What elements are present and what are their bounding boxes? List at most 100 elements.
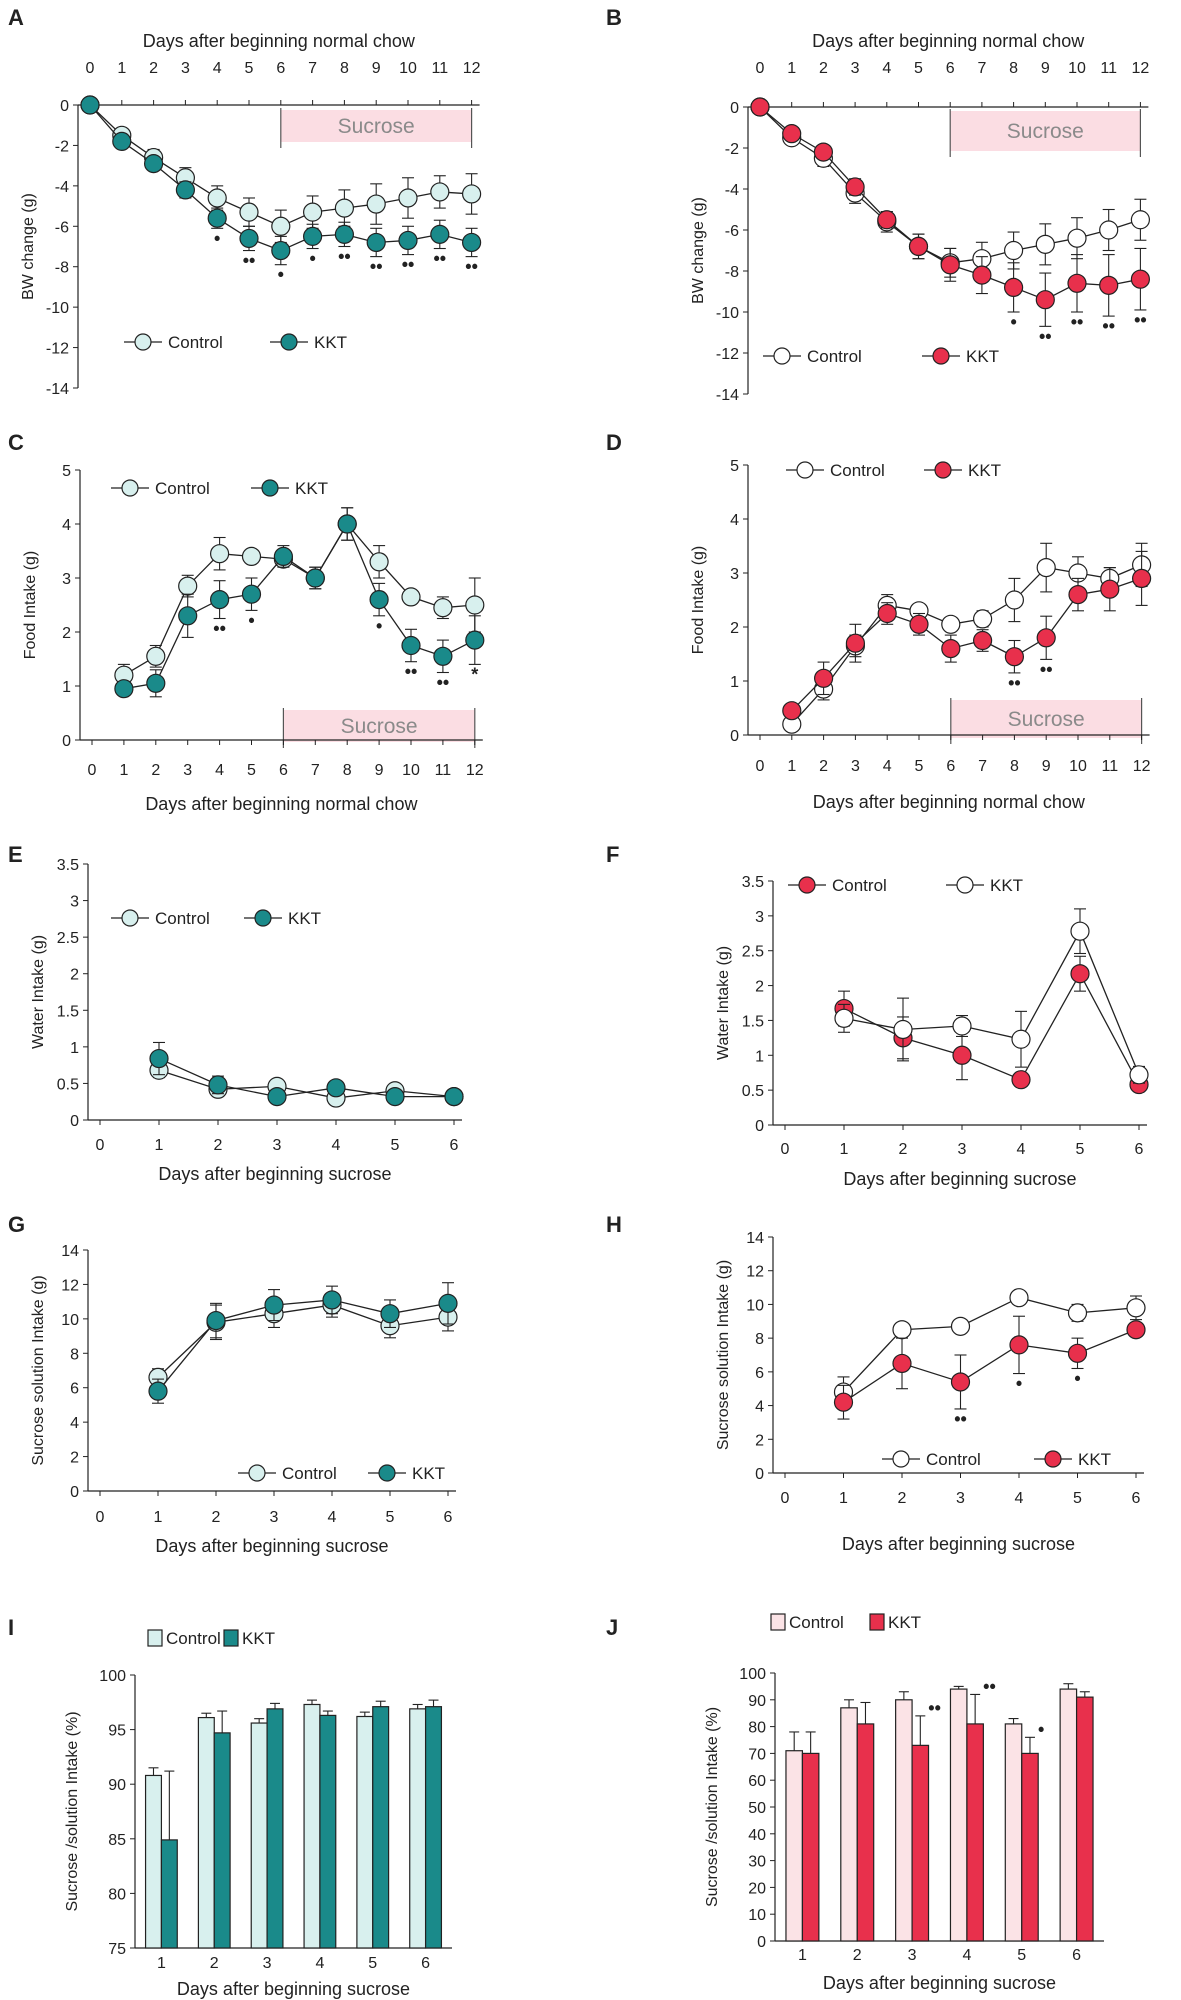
data-point-kkt <box>950 1372 971 1392</box>
data-point-kkt <box>877 210 897 230</box>
y-tick-label: 2 <box>755 979 764 996</box>
x-tick-label: 5 <box>915 758 924 775</box>
significance-mark: •• <box>1102 316 1115 336</box>
panel-letter: C <box>8 430 24 455</box>
y-tick-label: 3.5 <box>57 857 79 874</box>
series-line-control <box>843 1296 1137 1393</box>
legend-label-kkt: KKT <box>288 909 321 928</box>
x-tick-label: 2 <box>212 1509 221 1526</box>
x-tick-label: 2 <box>151 762 160 779</box>
significance-mark: •• <box>370 257 383 277</box>
y-tick-label: -10 <box>716 305 739 322</box>
data-point-kkt <box>438 1293 458 1313</box>
data-point-kkt <box>893 1019 913 1040</box>
legend-label-control: Control <box>926 1450 981 1469</box>
y-tick-label: 40 <box>748 1827 766 1844</box>
x-tick-label: 11 <box>1100 60 1117 77</box>
x-tick-label: 1 <box>839 1490 848 1507</box>
x-tick-label: 0 <box>781 1490 790 1507</box>
x-tick-label: 6 <box>946 60 955 77</box>
x-tick-label: 11 <box>431 60 448 77</box>
legend-marker-kkt <box>254 909 272 927</box>
x-tick-label: 5 <box>391 1137 400 1154</box>
x-tick-label: 12 <box>463 60 481 77</box>
legend-marker-control <box>770 1613 786 1631</box>
y-tick-label: 4 <box>62 517 71 534</box>
bar-control <box>356 1715 374 1949</box>
legend-marker-control <box>892 1450 910 1468</box>
x-tick-label: 12 <box>466 762 484 779</box>
data-point-kkt <box>398 230 418 251</box>
y-axis-title: Sucrose /solution Intake (%) <box>64 1711 81 1911</box>
y-tick-label: 75 <box>108 1941 126 1958</box>
data-point-kkt <box>267 1086 287 1107</box>
significance-mark: •• <box>405 662 418 682</box>
y-tick-label: 8 <box>70 1346 79 1363</box>
x-tick-label: 0 <box>96 1509 105 1526</box>
y-tick-label: 4 <box>755 1399 764 1416</box>
legend-marker-kkt <box>956 876 974 894</box>
x-tick-label: 5 <box>1017 1947 1026 1964</box>
panel-letter: F <box>606 842 619 867</box>
data-point-kkt <box>322 1290 342 1310</box>
legend-marker-kkt <box>1044 1450 1062 1468</box>
legend-marker-kkt <box>280 333 298 351</box>
y-tick-label: -2 <box>55 138 69 155</box>
x-tick-label: 3 <box>908 1947 917 1964</box>
series-line-kkt <box>791 577 1142 712</box>
y-axis-title: BW change (g) <box>690 197 707 304</box>
significance-mark: •• <box>433 249 446 269</box>
panel-j: J 0 10 20 30 40 50 60 70 80 90 100 1 2 3 4 5 6 Days after … <box>606 1613 1104 1993</box>
data-point-control <box>1130 210 1151 230</box>
sucrose-band <box>283 710 475 742</box>
data-point-control <box>303 202 323 222</box>
y-tick-label: 5 <box>62 463 71 480</box>
y-tick-label: 0 <box>70 1484 79 1501</box>
y-tick-label: 1 <box>70 1040 79 1057</box>
data-point-control <box>950 1316 971 1336</box>
y-tick-label: 5 <box>730 458 739 475</box>
significance-mark: • <box>1038 1719 1044 1739</box>
y-tick-label: 4 <box>730 512 739 529</box>
x-tick-label: 6 <box>450 1137 459 1154</box>
legend-label-control: Control <box>155 909 210 928</box>
panel-e: E 0 0.5 1 1.5 2 2.5 3 3.5 0 1 2 3 4 5 6 Days after begin… <box>8 842 464 1184</box>
significance-mark: • <box>278 265 284 285</box>
x-axis-title: Days after beginning normal chow <box>145 794 418 814</box>
data-point-kkt <box>326 1078 346 1098</box>
y-axis-title: Water Intake (g) <box>715 946 732 1060</box>
y-tick-label: -4 <box>725 182 739 199</box>
x-tick-label: 0 <box>756 60 765 77</box>
y-tick-label: -8 <box>725 264 739 281</box>
x-axis-title: Days after beginning sucrose <box>155 1536 388 1556</box>
y-tick-label: 14 <box>61 1243 79 1260</box>
series-line-kkt <box>123 522 476 690</box>
panel-letter: D <box>606 430 622 455</box>
legend-marker-kkt <box>932 347 950 365</box>
y-tick-label: -10 <box>46 300 69 317</box>
y-tick-label: 0 <box>62 733 71 750</box>
data-point-control <box>241 546 262 567</box>
data-point-control <box>1009 1288 1029 1308</box>
data-point-control <box>1067 228 1087 248</box>
data-point-kkt <box>175 180 195 200</box>
y-tick-label: 2 <box>730 620 739 637</box>
x-tick-label: 11 <box>1101 758 1118 775</box>
legend-label-control: Control <box>166 1629 221 1648</box>
x-tick-label: 4 <box>962 1947 971 1964</box>
x-tick-label: 9 <box>1041 60 1050 77</box>
significance-mark: • <box>309 249 315 269</box>
y-tick-label: 2 <box>70 967 79 984</box>
y-tick-label: 12 <box>61 1277 79 1294</box>
legend-marker-kkt <box>261 479 279 497</box>
data-point-control <box>1003 240 1024 261</box>
y-tick-label: 2.5 <box>57 930 79 947</box>
data-point-kkt <box>208 1075 228 1095</box>
data-point-kkt <box>1036 628 1056 648</box>
data-point-kkt <box>178 606 198 626</box>
panel-letter: B <box>606 5 622 30</box>
x-tick-label: 4 <box>215 762 224 779</box>
